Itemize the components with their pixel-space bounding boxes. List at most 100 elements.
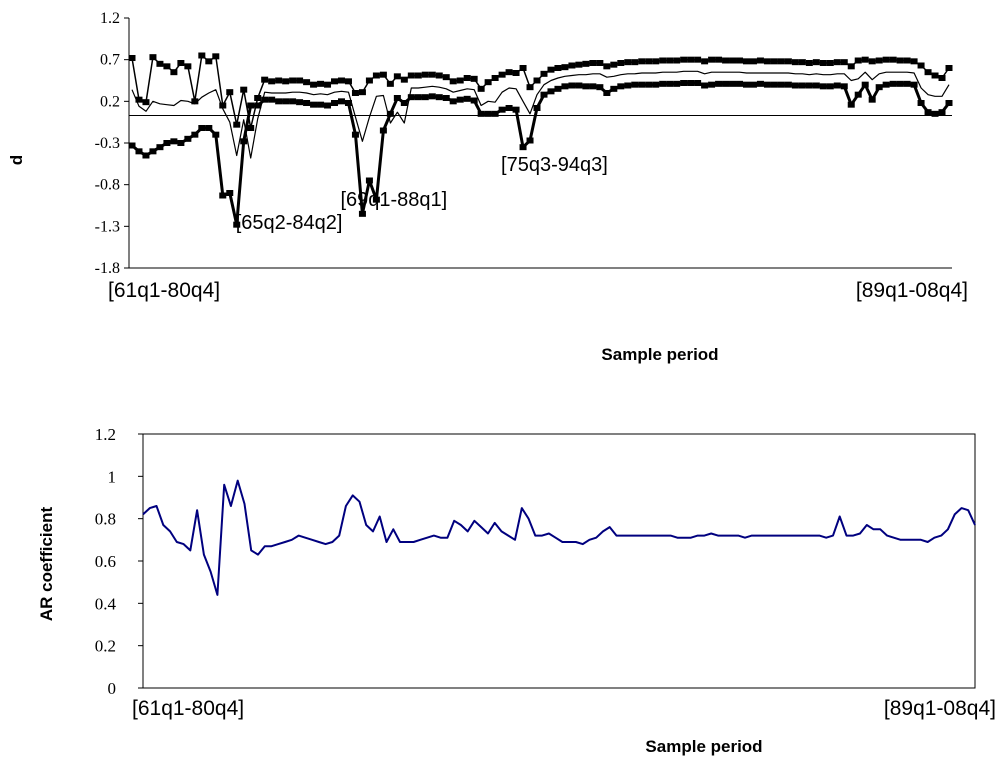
series-line-2 bbox=[131, 70, 950, 159]
series-marker-3 bbox=[840, 83, 848, 90]
series-marker-1 bbox=[442, 74, 450, 81]
series-marker-1 bbox=[875, 57, 883, 64]
y-tick-label: -1.8 bbox=[95, 260, 120, 277]
series-marker-3 bbox=[177, 140, 185, 146]
series-marker-1 bbox=[784, 58, 792, 65]
series-marker-3 bbox=[393, 95, 401, 101]
series-marker-1 bbox=[365, 77, 373, 84]
series-marker-3 bbox=[861, 81, 869, 88]
series-marker-1 bbox=[826, 60, 834, 66]
series-marker-1 bbox=[254, 95, 262, 101]
series-marker-1 bbox=[812, 59, 820, 66]
series-marker-1 bbox=[351, 90, 359, 96]
series-marker-3 bbox=[554, 85, 562, 92]
series-marker-1 bbox=[854, 57, 862, 64]
series-marker-1 bbox=[540, 70, 548, 77]
series-marker-1 bbox=[247, 125, 255, 131]
series-marker-3 bbox=[421, 94, 429, 101]
series-marker-3 bbox=[540, 91, 548, 98]
series-marker-3 bbox=[344, 100, 352, 106]
series-marker-3 bbox=[729, 80, 737, 87]
series-marker-3 bbox=[798, 82, 806, 89]
series-marker-3 bbox=[184, 135, 192, 142]
series-marker-3 bbox=[575, 82, 583, 89]
series-marker-1 bbox=[791, 59, 799, 66]
series-marker-3 bbox=[254, 102, 262, 109]
series-marker-3 bbox=[945, 100, 953, 106]
series-marker-3 bbox=[770, 81, 778, 88]
y-tick-label: 0.7 bbox=[100, 52, 120, 69]
series-marker-1 bbox=[219, 102, 227, 109]
series-marker-3 bbox=[198, 125, 206, 131]
series-marker-3 bbox=[386, 110, 394, 117]
series-marker-1 bbox=[575, 61, 583, 68]
series-marker-3 bbox=[673, 80, 681, 87]
series-marker-1 bbox=[729, 57, 737, 64]
chart-ar-coefficient: 1.2 1 0.8 0.6 0.4 0.2 0 [61q1-80q4] [89q1-08q4] S… bbox=[37, 425, 996, 756]
series-marker-1 bbox=[617, 60, 625, 66]
series-marker-1 bbox=[498, 71, 506, 78]
series-marker-1 bbox=[896, 57, 904, 64]
series-marker-3 bbox=[652, 81, 660, 88]
series-marker-1 bbox=[596, 60, 604, 66]
y-axis-title: d bbox=[7, 155, 26, 165]
series-marker-3 bbox=[931, 110, 939, 117]
series-marker-1 bbox=[303, 79, 311, 86]
series-marker-1 bbox=[261, 76, 269, 83]
series-marker-3 bbox=[882, 81, 890, 88]
series-marker-1 bbox=[763, 58, 771, 65]
series-marker-1 bbox=[449, 78, 457, 85]
series-marker-1 bbox=[282, 78, 290, 85]
series-marker-3 bbox=[170, 138, 178, 145]
series-marker-1 bbox=[491, 75, 499, 81]
y-tick-label: 0.2 bbox=[95, 637, 116, 656]
series-marker-3 bbox=[233, 221, 241, 228]
series-marker-3 bbox=[303, 100, 311, 106]
y-tick-label: 0 bbox=[108, 679, 117, 698]
series-marker-3 bbox=[428, 93, 436, 100]
series-marker-3 bbox=[414, 94, 422, 101]
series-marker-3 bbox=[275, 98, 283, 105]
series-marker-1 bbox=[400, 76, 408, 83]
series-line-ar bbox=[142, 479, 976, 596]
series-marker-3 bbox=[191, 131, 199, 138]
series-marker-3 bbox=[589, 83, 597, 90]
series-marker-1 bbox=[694, 56, 702, 63]
series-marker-1 bbox=[547, 66, 555, 73]
series-marker-3 bbox=[358, 210, 366, 217]
series-marker-3 bbox=[519, 144, 527, 151]
series-marker-1 bbox=[470, 75, 478, 82]
series-marker-3 bbox=[247, 102, 255, 109]
annotation-label: [75q3-94q3] bbox=[501, 154, 608, 176]
series-marker-1 bbox=[477, 85, 485, 92]
series-marker-3 bbox=[603, 90, 611, 96]
series-marker-3 bbox=[128, 142, 136, 149]
series-marker-1 bbox=[666, 57, 674, 64]
series-marker-3 bbox=[365, 177, 373, 184]
series-marker-3 bbox=[638, 81, 646, 88]
series-marker-1 bbox=[519, 65, 527, 71]
series-marker-3 bbox=[875, 84, 883, 91]
series-marker-3 bbox=[736, 80, 744, 87]
series-marker-1 bbox=[156, 60, 164, 67]
series-marker-1 bbox=[128, 55, 136, 61]
series-marker-1 bbox=[226, 89, 234, 96]
series-marker-3 bbox=[296, 99, 304, 106]
series-marker-3 bbox=[777, 81, 785, 88]
x-tick-label: [89q1-08q4] bbox=[856, 279, 968, 302]
series-marker-3 bbox=[282, 98, 290, 105]
series-marker-1 bbox=[736, 57, 744, 64]
series-marker-1 bbox=[687, 56, 695, 63]
series-marker-1 bbox=[191, 98, 199, 105]
series-marker-1 bbox=[568, 62, 576, 69]
series-marker-1 bbox=[463, 75, 471, 81]
series-marker-3 bbox=[317, 101, 325, 108]
series-marker-3 bbox=[938, 109, 946, 116]
y-axis-title: AR coefficient bbox=[37, 507, 56, 622]
series-marker-1 bbox=[456, 77, 464, 84]
series-marker-1 bbox=[198, 52, 206, 59]
series-marker-3 bbox=[205, 125, 213, 131]
series-marker-3 bbox=[407, 94, 415, 101]
series-marker-3 bbox=[477, 110, 485, 117]
series-marker-3 bbox=[889, 80, 897, 87]
